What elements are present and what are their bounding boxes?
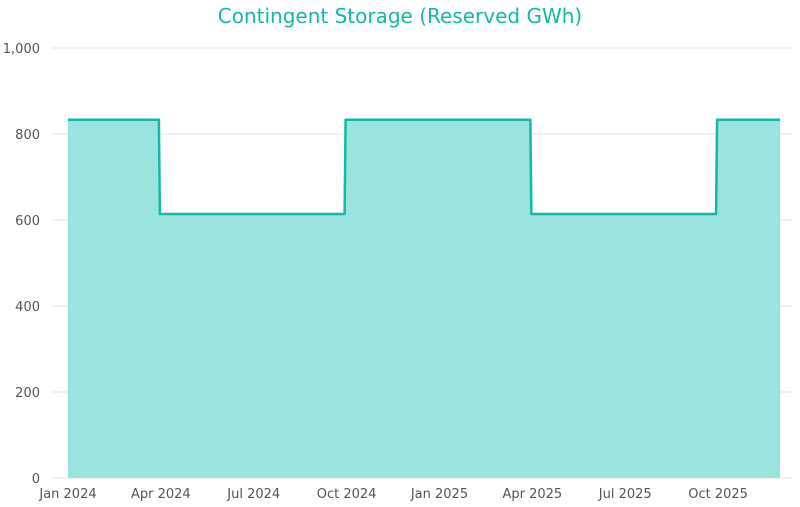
- x-tick-label: Jan 2025: [410, 487, 468, 502]
- series-line: [68, 118, 780, 216]
- x-tick-label: Jan 2024: [38, 487, 96, 502]
- chart-title: Contingent Storage (Reserved GWh): [217, 4, 583, 28]
- y-tick-label: 0: [32, 472, 40, 487]
- y-tick-label: 200: [15, 386, 40, 401]
- y-tick-label: 400: [15, 300, 40, 315]
- x-tick-label: Jul 2025: [598, 487, 652, 502]
- x-tick-label: Apr 2024: [131, 487, 191, 502]
- x-tick-label: Oct 2025: [688, 487, 748, 502]
- y-tick-label: 600: [15, 214, 40, 229]
- x-tick-label: Oct 2024: [317, 487, 377, 502]
- x-tick-label: Apr 2025: [502, 487, 562, 502]
- y-tick-label: 1,000: [3, 42, 40, 57]
- series-area: [68, 119, 780, 478]
- x-tick-label: Jul 2024: [226, 487, 280, 502]
- y-tick-label: 800: [15, 128, 40, 143]
